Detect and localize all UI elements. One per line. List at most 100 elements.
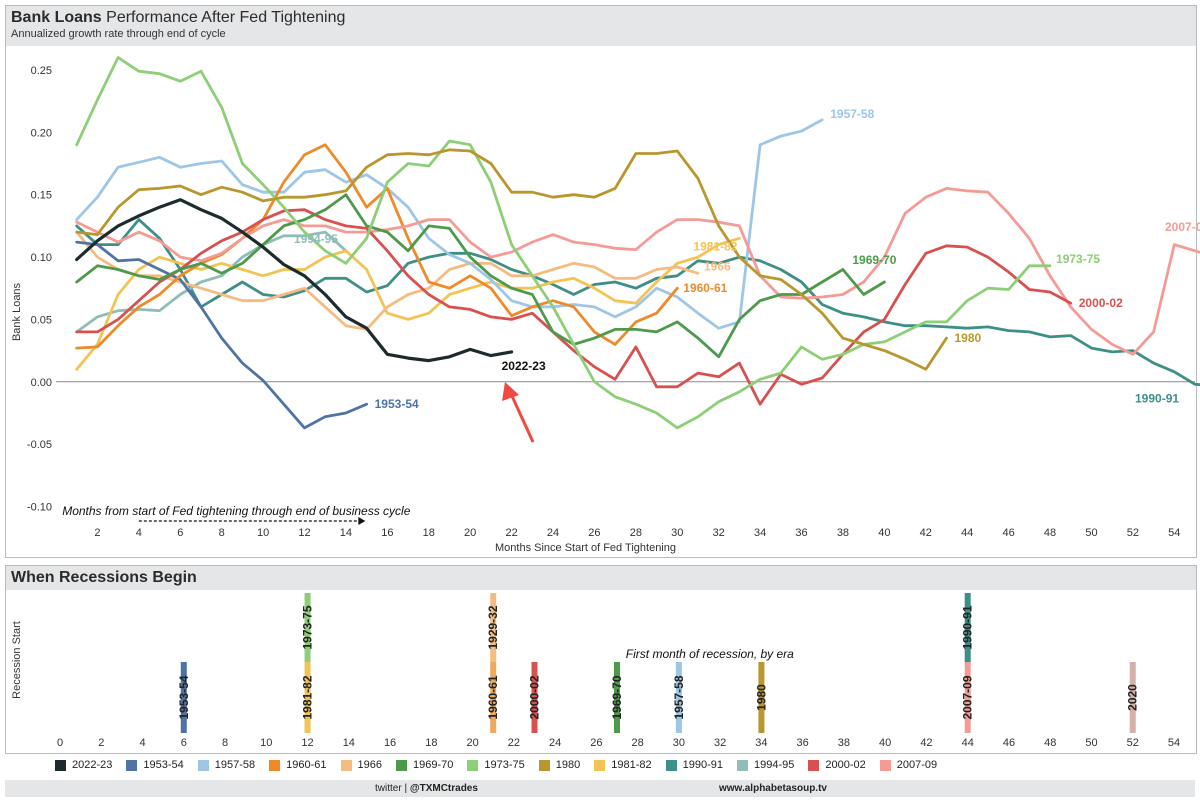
legend-swatch: [594, 759, 606, 771]
recession-bar-1990-91: [964, 593, 971, 662]
x-tick-label-16: 16: [381, 527, 393, 539]
recession-label-1980: 1980: [754, 684, 768, 711]
recession-x-tick-46: 46: [1003, 737, 1015, 749]
x-tick-label-6: 6: [177, 527, 183, 539]
recession-x-tick-48: 48: [1044, 737, 1056, 749]
series-line-1960-61: [75, 143, 679, 350]
recession-x-tick-54: 54: [1168, 737, 1180, 749]
series-line-1980: [75, 148, 948, 371]
y-tick-label-1: -0.05: [27, 439, 52, 451]
series-line-1994-95: [75, 230, 348, 334]
legend-label: 1990-91: [682, 759, 723, 771]
legend-swatch: [197, 759, 209, 771]
recession-bar-2020: [1129, 662, 1136, 733]
x-tick-label-36: 36: [795, 527, 807, 539]
chart-subtitle: Annualized growth rate through end of cy…: [11, 28, 226, 40]
recession-label-1990-91: 1990-91: [961, 605, 975, 649]
recession-bar-1981-82: [304, 662, 311, 733]
end-label-1957-58: 1957-58: [830, 107, 874, 121]
end-label-2022-23: 2022-23: [502, 359, 546, 373]
recession-x-tick-32: 32: [714, 737, 726, 749]
recession-annotation: First month of recession, by era: [626, 647, 794, 661]
end-label-1980: 1980: [954, 331, 981, 345]
legend-swatch: [55, 759, 66, 771]
end-label-1960-61: 1960-61: [683, 281, 727, 295]
x-tick-label-52: 52: [1127, 527, 1139, 539]
legend-label: 1973-75: [484, 759, 525, 771]
series-line-1990-91: [75, 218, 1200, 386]
recession-x-tick-34: 34: [755, 737, 767, 749]
recession-bar-1953-54: [180, 662, 187, 733]
recession-x-tick-28: 28: [632, 737, 644, 749]
recession-bar-1973-75: [304, 593, 311, 662]
end-label-1953-54: 1953-54: [375, 397, 419, 411]
end-label-1990-91: 1990-91: [1135, 391, 1179, 405]
legend-item-2007-09: 2007-09: [879, 759, 937, 771]
website-credit: www.alphabetasoup.tv: [719, 783, 827, 794]
legend-item-1981-82: 1981-82: [594, 759, 652, 771]
series-line-1957-58: [75, 118, 824, 330]
y-tick-label-4: 0.10: [31, 252, 52, 264]
legend-item-1960-61: 1960-61: [269, 759, 327, 771]
loans-panel-header: Bank Loans Performance After Fed Tighten…: [6, 6, 1196, 46]
y-tick-label-6: 0.20: [31, 127, 52, 139]
series-line-2022-23: [75, 198, 514, 363]
annotation-arrowhead: [358, 517, 366, 525]
legend-label: 1953-54: [143, 759, 184, 771]
red-arrowhead: [502, 382, 519, 401]
x-tick-label-46: 46: [1002, 527, 1014, 539]
x-tick-label-54: 54: [1168, 527, 1180, 539]
legend-item-1973-75: 1973-75: [467, 759, 525, 771]
chart-title: Bank Loans Performance After Fed Tighten…: [11, 9, 345, 27]
end-label-1981-82: 1981-82: [693, 239, 737, 253]
y-tick-label-0: -0.10: [27, 502, 52, 514]
recession-x-tick-50: 50: [1085, 737, 1097, 749]
legend-swatch: [395, 759, 407, 771]
series-line-1966: [75, 230, 700, 331]
recession-x-tick-16: 16: [384, 737, 396, 749]
x-tick-label-42: 42: [920, 527, 932, 539]
legend-item-1994-95: 1994-95: [736, 759, 795, 771]
end-label-1966: 1966: [704, 259, 731, 273]
x-tick-label-14: 14: [340, 527, 352, 539]
legend-swatch: [879, 759, 891, 771]
recession-x-tick-0: 0: [57, 737, 63, 749]
y-axis-label: Bank Loans: [11, 282, 23, 341]
legend-label: 2000-02: [825, 759, 866, 771]
recession-x-tick-26: 26: [590, 737, 602, 749]
legend-swatch: [665, 759, 677, 771]
y-tick-label-2: 0.00: [31, 377, 52, 389]
legend-item-1953-54: 1953-54: [126, 759, 184, 771]
recession-label-1957-58: 1957-58: [672, 675, 686, 719]
x-tick-label-4: 4: [136, 527, 142, 539]
twitter-credit: twitter | @TXMCtrades: [375, 783, 478, 794]
end-label-1969-70: 1969-70: [852, 253, 896, 267]
x-tick-label-38: 38: [837, 527, 849, 539]
recession-x-tick-12: 12: [301, 737, 313, 749]
recession-panel: When Recessions Begin: [5, 565, 1197, 754]
legend-item-1990-91: 1990-91: [665, 759, 723, 771]
legend-swatch: [467, 759, 479, 771]
legend-label: 1957-58: [214, 759, 256, 771]
x-tick-label-2: 2: [94, 527, 100, 539]
series-line-1969-70: [75, 193, 886, 359]
recession-label-1953-54: 1953-54: [177, 675, 191, 719]
legend-label: 2022-23: [72, 759, 113, 771]
x-tick-label-18: 18: [423, 527, 435, 539]
recession-panel-header: When Recessions Begin: [6, 566, 1196, 590]
recession-x-tick-8: 8: [222, 737, 228, 749]
end-label-1973-75: 1973-75: [1056, 252, 1100, 266]
legend-label: 1994-95: [753, 759, 795, 771]
legend-swatch: [126, 759, 138, 771]
recession-bar-1980: [758, 662, 765, 733]
end-label-1994-95: 1994-95: [294, 232, 338, 246]
x-tick-label-24: 24: [547, 527, 559, 539]
recession-label-2020: 2020: [1126, 684, 1140, 711]
legend-item-2000-02: 2000-02: [808, 759, 866, 771]
recession-label-2007-09: 2007-09: [961, 675, 975, 719]
recession-x-tick-6: 6: [181, 737, 187, 749]
x-tick-label-20: 20: [464, 527, 476, 539]
legend-swatch: [736, 759, 748, 771]
legend-swatch: [808, 759, 820, 771]
